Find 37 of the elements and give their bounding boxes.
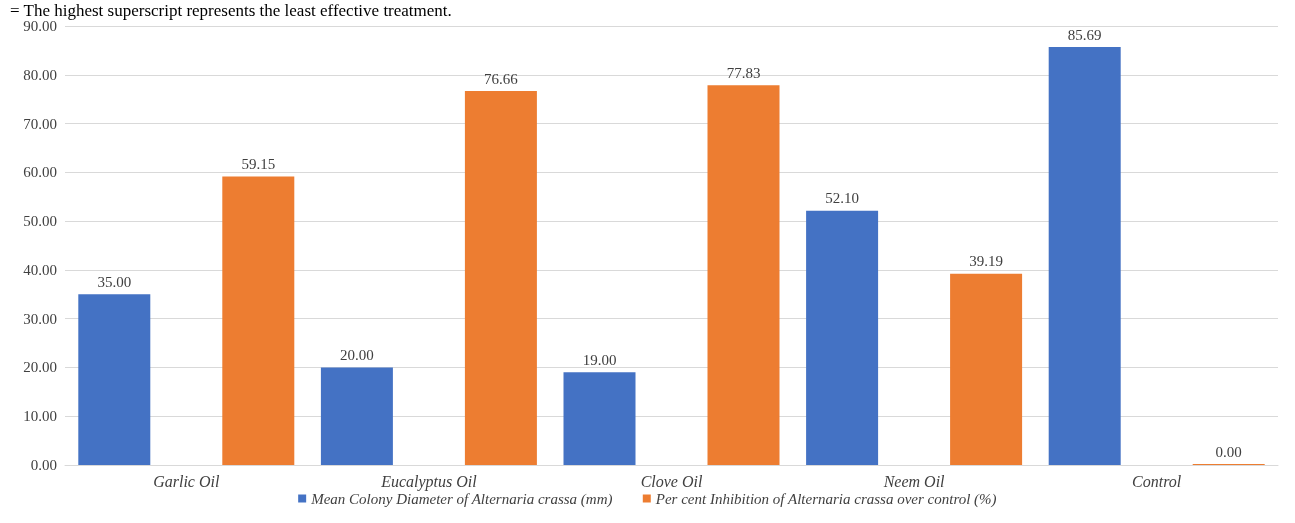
y-tick-label: 40.00	[23, 261, 57, 278]
y-tick-label: 20.00	[23, 359, 57, 376]
bar	[1048, 47, 1121, 465]
bar	[222, 176, 295, 465]
x-tick-label: Control	[1132, 472, 1182, 490]
y-tick-label: 10.00	[23, 408, 57, 425]
x-tick-label: Neem Oil	[882, 472, 946, 490]
data-label: 19.00	[582, 351, 617, 368]
data-label: 35.00	[97, 273, 132, 290]
y-tick-label: 90.00	[23, 18, 57, 34]
text: = The highest superscript represents the least effective treatment.	[10, 1, 452, 20]
x-tick-label: Eucalyptus Oil	[380, 472, 478, 491]
bar	[320, 367, 393, 465]
data-label: 39.19	[969, 253, 1003, 270]
bar	[563, 372, 636, 465]
y-tick-label: 60.00	[23, 164, 57, 181]
y-tick-label: 50.00	[23, 213, 57, 230]
data-label: 0.00	[1215, 443, 1242, 460]
data-label: 76.66	[484, 70, 519, 87]
data-label: 52.10	[825, 190, 859, 207]
data-label: 77.83	[726, 64, 761, 81]
data-label: 20.00	[340, 346, 374, 363]
data-label: 59.15	[241, 155, 276, 172]
y-tick-label: 80.00	[23, 66, 57, 83]
bar	[950, 273, 1023, 465]
data-label: 85.69	[1067, 26, 1102, 43]
bar	[78, 294, 151, 465]
bar	[707, 85, 780, 465]
bar	[464, 91, 537, 465]
legend-label: Per cent Inhibition of Alternaria crassa over control (%)	[654, 490, 997, 508]
bar	[806, 210, 879, 465]
x-tick-label: Clove Oil	[640, 472, 703, 490]
legend-label: Mean Colony Diameter of Alternaria crassa (mm)	[310, 490, 613, 508]
y-tick-label: 30.00	[23, 310, 57, 327]
y-tick-label: 0.00	[30, 457, 57, 473]
y-tick-label: 70.00	[23, 115, 57, 132]
x-tick-label: Garlic Oil	[153, 472, 220, 490]
